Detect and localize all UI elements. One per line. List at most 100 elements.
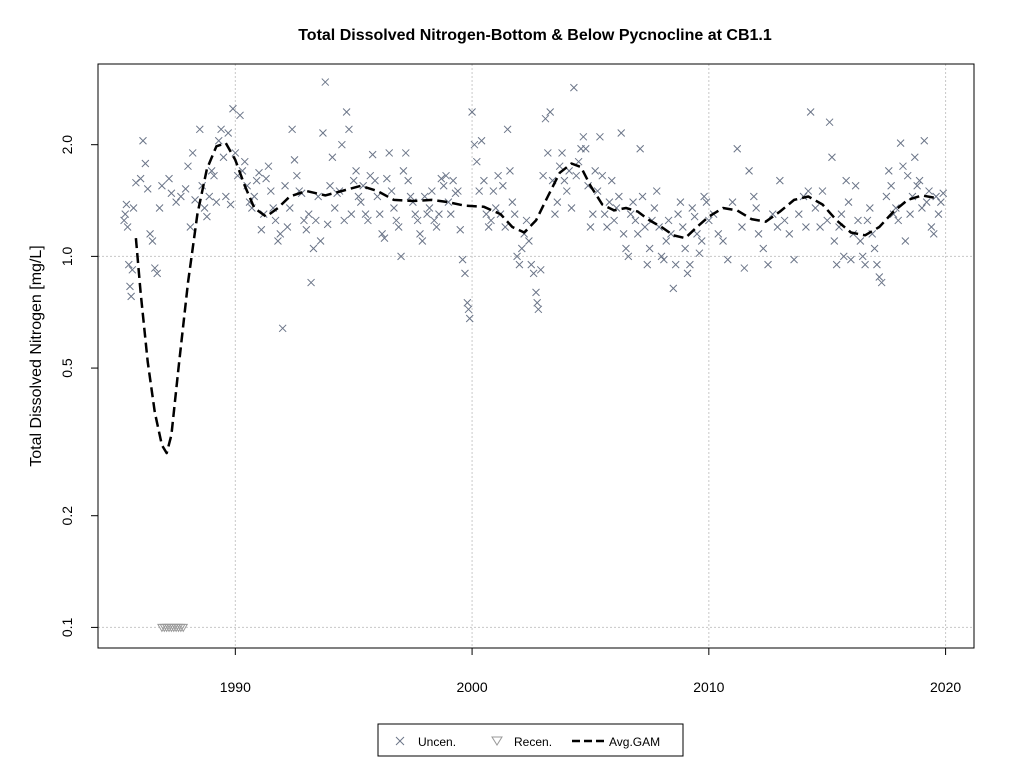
uncen-point-64	[278, 324, 287, 333]
uncen-point-5	[126, 282, 134, 291]
uncen-point-246	[704, 216, 713, 225]
uncen-point-165	[515, 260, 524, 269]
uncen-point-171	[529, 269, 538, 278]
uncen-point-37	[214, 136, 223, 145]
uncen-point-176	[539, 171, 547, 180]
uncen-point-224	[652, 187, 661, 195]
uncen-point-233	[674, 210, 682, 218]
uncen-point-248	[714, 230, 723, 238]
uncen-point-125	[423, 210, 431, 218]
uncen-point-172	[532, 288, 540, 297]
uncen-point-33	[205, 192, 214, 201]
uncen-point-34	[207, 167, 216, 175]
uncen-point-269	[802, 223, 810, 231]
uncen-point-32	[203, 212, 211, 221]
uncen-point-140	[458, 255, 467, 264]
uncen-point-206	[610, 216, 618, 225]
uncen-point-314	[918, 204, 926, 212]
uncen-point-131	[437, 174, 446, 183]
uncen-point-135	[446, 210, 455, 218]
uncen-point-67	[285, 204, 294, 212]
uncen-point-299	[882, 192, 891, 201]
uncen-point-250	[723, 255, 732, 264]
uncen-point-209	[617, 129, 626, 137]
uncen-point-249	[719, 237, 727, 245]
uncen-point-200	[596, 132, 604, 141]
uncen-point-175	[536, 265, 545, 274]
uncen-point-254	[740, 264, 749, 272]
uncen-point-89	[338, 140, 346, 149]
uncen-point-117	[404, 176, 413, 185]
uncen-point-251	[728, 198, 737, 207]
uncen-point-156	[494, 171, 502, 180]
y-tick-label-1.0: 1.0	[59, 246, 75, 266]
uncen-point-267	[794, 210, 803, 218]
gam-line	[134, 141, 935, 455]
uncen-point-290	[858, 252, 867, 261]
series-gam	[134, 141, 935, 455]
uncen-point-43	[229, 104, 237, 113]
series-recen	[157, 623, 189, 633]
uncen-point-319	[929, 230, 938, 238]
chart-title: Total Dissolved Nitrogen-Bottom & Below …	[298, 27, 772, 44]
uncen-point-76	[307, 278, 315, 287]
uncen-point-18	[155, 204, 164, 212]
uncen-point-170	[527, 260, 536, 269]
y-tick-label-0.2: 0.2	[59, 506, 75, 526]
uncen-point-158	[499, 181, 507, 190]
uncen-point-145	[468, 108, 476, 116]
uncen-point-146	[470, 140, 479, 149]
uncen-point-91	[342, 108, 351, 116]
uncen-point-27	[188, 149, 197, 157]
uncen-point-151	[482, 210, 491, 218]
uncen-point-231	[669, 284, 678, 293]
uncen-point-133	[442, 171, 450, 180]
uncen-point-260	[764, 260, 772, 269]
uncen-point-93	[347, 210, 356, 218]
uncen-point-181	[551, 210, 559, 218]
uncen-point-121	[413, 216, 422, 225]
uncen-point-235	[678, 223, 687, 231]
uncen-point-257	[752, 204, 761, 212]
uncen-point-66	[283, 223, 292, 231]
uncen-point-75	[304, 210, 313, 218]
uncen-point-90	[340, 216, 349, 225]
uncen-point-139	[456, 225, 465, 234]
uncen-point-122	[416, 230, 424, 238]
uncen-point-301	[887, 181, 895, 190]
uncen-point-228	[662, 237, 671, 245]
uncen-point-168	[522, 216, 531, 225]
uncen-point-323	[939, 189, 948, 198]
uncen-point-46	[236, 111, 244, 120]
uncen-point-127	[427, 187, 436, 195]
uncen-point-55	[257, 225, 266, 234]
uncen-point-189	[570, 83, 578, 92]
uncen-point-186	[562, 187, 571, 195]
uncen-point-70	[293, 171, 301, 180]
uncen-point-96	[354, 192, 363, 201]
uncen-point-234	[676, 198, 685, 207]
uncen-point-281	[837, 210, 846, 218]
uncen-point-126	[425, 204, 434, 212]
uncen-point-109	[385, 149, 394, 157]
uncen-point-143	[464, 305, 473, 314]
uncen-point-82	[321, 78, 330, 86]
uncen-point-99	[361, 210, 370, 218]
uncen-point-54	[255, 168, 263, 177]
uncen-point-204	[605, 198, 614, 207]
uncen-point-2	[122, 200, 131, 209]
uncen-point-10	[136, 174, 145, 183]
uncen-point-73	[300, 216, 308, 225]
uncen-point-123	[418, 237, 427, 245]
uncen-point-95	[352, 167, 360, 175]
uncen-point-26	[186, 223, 195, 231]
uncen-point-261	[768, 210, 777, 218]
uncen-point-245	[702, 198, 711, 207]
legend-marker-recen	[491, 736, 503, 746]
uncen-point-259	[759, 244, 768, 253]
uncen-point-282	[839, 252, 848, 261]
uncen-point-164	[513, 252, 521, 261]
uncen-point-68	[288, 125, 296, 134]
uncen-point-178	[543, 149, 552, 157]
uncen-point-22	[172, 198, 180, 207]
